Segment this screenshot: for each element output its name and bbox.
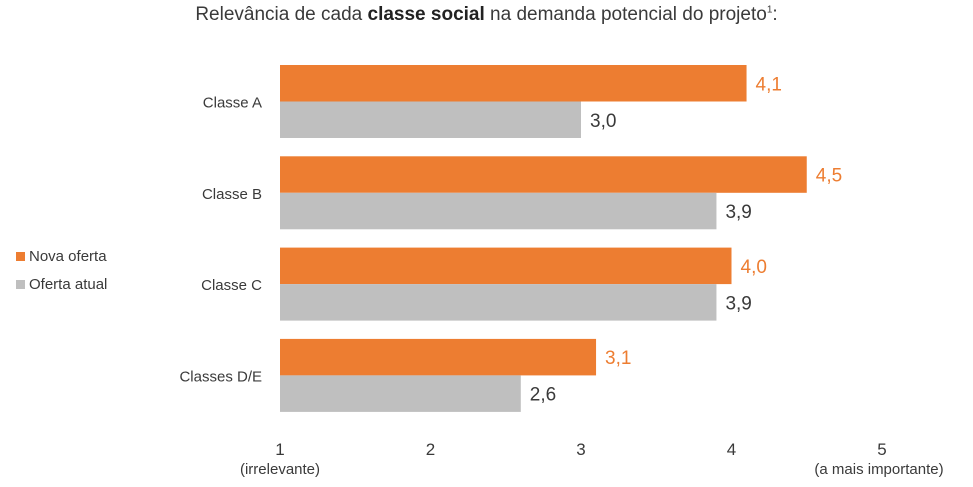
bar-oferta-atual-classe-a	[280, 101, 581, 138]
bar-oferta-atual-classes-d-e	[280, 375, 521, 412]
title-prefix: Relevância de cada	[195, 4, 368, 25]
category-label-classes-d-e: Classes D/E	[179, 368, 262, 385]
value-label-oferta-atual-classe-b: 3,9	[725, 202, 751, 223]
title-suffix: na demanda potencial do projeto	[484, 4, 767, 25]
title-bold: classe social	[367, 4, 485, 25]
category-label-classe-a: Classe A	[203, 95, 262, 112]
legend-swatch-nova-oferta	[16, 252, 25, 261]
x-tick-label-1: 1	[275, 440, 284, 459]
x-tick-label-3: 3	[576, 440, 585, 459]
value-label-nova-oferta-classe-a: 4,1	[756, 74, 782, 95]
value-label-nova-oferta-classe-c: 4,0	[741, 257, 767, 278]
bar-nova-oferta-classe-c	[280, 247, 732, 285]
x-tick-label-4: 4	[727, 440, 736, 459]
x-tick-label-5: 5	[877, 440, 886, 459]
legend-label-oferta-atual: Oferta atual	[29, 276, 108, 293]
x-tick-sublabel-5: (a mais importante)	[814, 461, 943, 478]
category-label-classe-c: Classe C	[201, 277, 262, 294]
title-end: :	[772, 4, 778, 25]
value-label-nova-oferta-classe-b: 4,5	[816, 166, 842, 187]
bar-oferta-atual-classe-b	[280, 192, 717, 230]
value-label-oferta-atual-classe-c: 3,9	[725, 293, 751, 314]
legend-swatch-oferta-atual	[16, 280, 25, 289]
category-label-classe-b: Classe B	[202, 186, 262, 203]
title-footnote: 1	[766, 4, 773, 16]
bar-oferta-atual-classe-c	[280, 284, 717, 321]
chart-title: Relevância de cada classe social na dema…	[0, 4, 973, 26]
legend-label-nova-oferta: Nova oferta	[29, 248, 107, 265]
value-label-oferta-atual-classes-d-e: 2,6	[530, 385, 556, 406]
x-tick-label-2: 2	[426, 440, 435, 459]
bar-nova-oferta-classe-a	[280, 65, 747, 102]
value-label-nova-oferta-classes-d-e: 3,1	[605, 348, 631, 369]
legend-item-oferta-atual: Oferta atual	[16, 276, 107, 293]
bar-nova-oferta-classe-b	[280, 156, 807, 193]
x-tick-sublabel-1: (irrelevante)	[240, 461, 320, 478]
legend-item-nova-oferta: Nova oferta	[16, 248, 107, 265]
bar-nova-oferta-classes-d-e	[280, 338, 597, 376]
value-label-oferta-atual-classe-a: 3,0	[590, 111, 616, 132]
